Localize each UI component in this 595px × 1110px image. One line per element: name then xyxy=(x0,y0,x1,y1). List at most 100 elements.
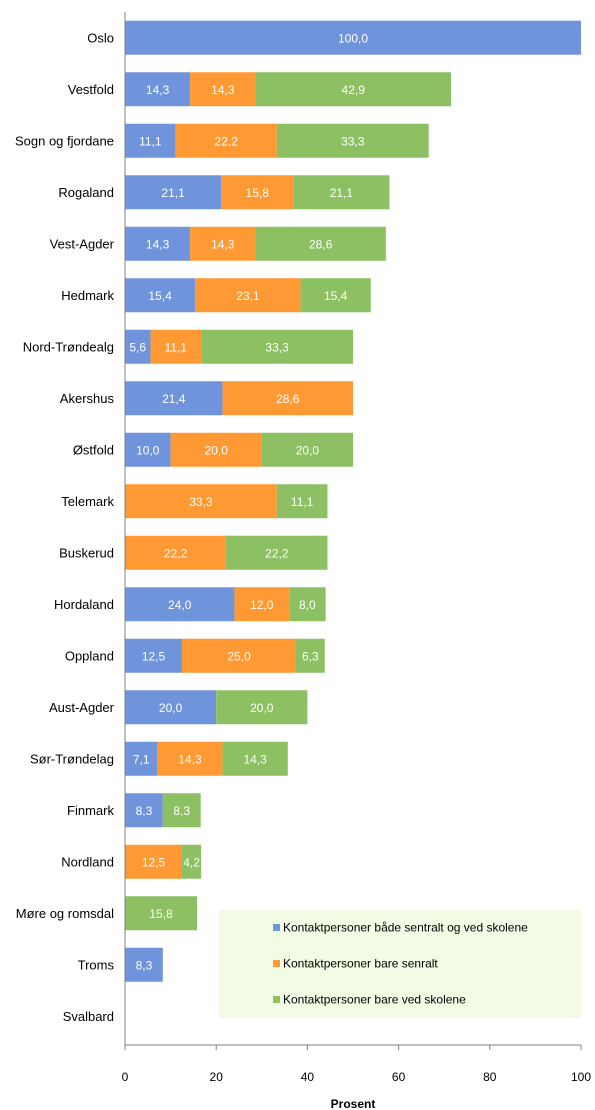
bar-segment xyxy=(300,278,371,313)
category-label: Oppland xyxy=(65,648,114,663)
segment-labels-group: 100,0 14,3 14,3 42,9 11,1 22,2 33,3 21,1 15,8 21,… xyxy=(129,31,368,972)
data-label: 14,3 xyxy=(244,752,268,766)
bar-segment xyxy=(125,793,163,828)
data-label: 11,1 xyxy=(165,340,188,354)
category-label: Aust-Agder xyxy=(49,700,115,715)
data-label: 15,8 xyxy=(246,186,270,200)
data-label: 22,2 xyxy=(164,546,188,560)
x-tick-label: 80 xyxy=(483,1070,497,1084)
bar-segment xyxy=(296,638,325,673)
x-tick-label: 0 xyxy=(122,1070,129,1084)
bar-segment xyxy=(221,175,294,210)
bar-segment xyxy=(162,793,201,828)
bar-segment xyxy=(222,381,353,416)
category-label: Østfold xyxy=(73,442,114,457)
data-label: 12,5 xyxy=(142,649,166,663)
category-label: Nordland xyxy=(61,854,114,869)
data-label: 12,0 xyxy=(250,598,274,612)
data-label: 8,0 xyxy=(299,598,316,612)
category-label: Telemark xyxy=(61,494,114,509)
data-label: 33,3 xyxy=(341,134,365,148)
bar-segment xyxy=(125,587,235,622)
bar-segment xyxy=(182,638,296,673)
data-label: 14,3 xyxy=(211,83,235,97)
category-label: Møre og romsdal xyxy=(16,906,114,921)
bar-segment xyxy=(276,484,328,519)
data-label: 20,0 xyxy=(296,443,320,457)
bar-segment xyxy=(125,484,277,519)
bar-segment xyxy=(157,741,223,776)
bar-segment xyxy=(125,896,198,931)
data-label: 22,2 xyxy=(215,134,239,148)
legend-entry: Kontaktpersoner bare senralt xyxy=(283,957,438,971)
data-label: 25,0 xyxy=(227,649,251,663)
data-label: 33,3 xyxy=(189,495,213,509)
data-label: 14,3 xyxy=(178,752,202,766)
bar-segment xyxy=(170,432,262,467)
data-label: 14,3 xyxy=(146,237,170,251)
data-label: 22,2 xyxy=(265,546,289,560)
data-label: 8,3 xyxy=(173,804,190,818)
bar-segment xyxy=(125,20,581,55)
data-label: 8,3 xyxy=(136,958,153,972)
x-axis-title: Prosent xyxy=(331,1097,376,1110)
bar-segment xyxy=(125,690,217,725)
legend-swatch xyxy=(273,960,280,967)
bar-segment xyxy=(125,123,176,158)
bar-segment xyxy=(293,175,390,210)
bar-segment xyxy=(125,741,158,776)
data-label: 20,0 xyxy=(250,701,274,715)
x-tick-label: 60 xyxy=(392,1070,406,1084)
legend-swatch xyxy=(273,996,280,1003)
bar-segment xyxy=(234,587,290,622)
data-label: 20,0 xyxy=(159,701,183,715)
data-label: 11,1 xyxy=(291,495,314,509)
data-label: 15,4 xyxy=(324,289,348,303)
bars-group xyxy=(125,20,581,982)
bar-segment xyxy=(276,123,429,158)
data-label: 23,1 xyxy=(236,289,260,303)
legend-swatch xyxy=(273,924,280,931)
bar-segment xyxy=(261,432,353,467)
category-label: Hordaland xyxy=(54,597,114,612)
category-label: Buskerud xyxy=(59,545,114,560)
bar-segment xyxy=(125,175,222,210)
bar-segment xyxy=(125,329,151,364)
bar-segment xyxy=(289,587,326,622)
category-label: Sogn og fjordane xyxy=(15,133,114,148)
category-label: Finmark xyxy=(67,803,114,818)
data-label: 28,6 xyxy=(276,392,300,406)
data-label: 14,3 xyxy=(211,237,235,251)
category-label: Hedmark xyxy=(61,288,114,303)
bar-segment xyxy=(150,329,202,364)
data-label: 33,3 xyxy=(265,340,289,354)
bar-segment xyxy=(125,844,182,879)
category-label: Rogaland xyxy=(58,185,114,200)
data-label: 10,0 xyxy=(136,443,160,457)
bar-segment xyxy=(255,72,452,107)
legend-entry: Kontaktpersoner bare ved skolene xyxy=(283,993,466,1007)
bar-segment xyxy=(125,278,196,313)
data-label: 6,3 xyxy=(302,649,319,663)
data-label: 24,0 xyxy=(168,598,192,612)
category-label: Akershus xyxy=(60,391,115,406)
bar-segment xyxy=(216,690,308,725)
data-label: 20,0 xyxy=(205,443,229,457)
category-label: Oslo xyxy=(87,30,114,45)
category-label: Sør-Trøndelag xyxy=(30,751,114,766)
category-labels-group: Oslo Vestfold Sogn og fjordane Rogaland Vest… xyxy=(15,30,115,1024)
bar-segment xyxy=(182,844,202,879)
data-label: 8,3 xyxy=(136,804,153,818)
bar-segment xyxy=(125,638,182,673)
data-label: 21,1 xyxy=(161,186,185,200)
bar-segment xyxy=(226,535,328,570)
category-label: Vestfold xyxy=(68,82,114,97)
data-label: 5,6 xyxy=(129,340,146,354)
bar-segment xyxy=(175,123,277,158)
bar-segment xyxy=(125,432,171,467)
category-label: Nord-Trøndealg xyxy=(23,339,114,354)
data-label: 21,1 xyxy=(330,186,354,200)
data-label: 14,3 xyxy=(146,83,170,97)
x-axis: 0 20 40 60 80 100 xyxy=(122,1044,591,1084)
legend-entry: Kontaktpersoner både sentralt og ved sko… xyxy=(283,921,528,935)
